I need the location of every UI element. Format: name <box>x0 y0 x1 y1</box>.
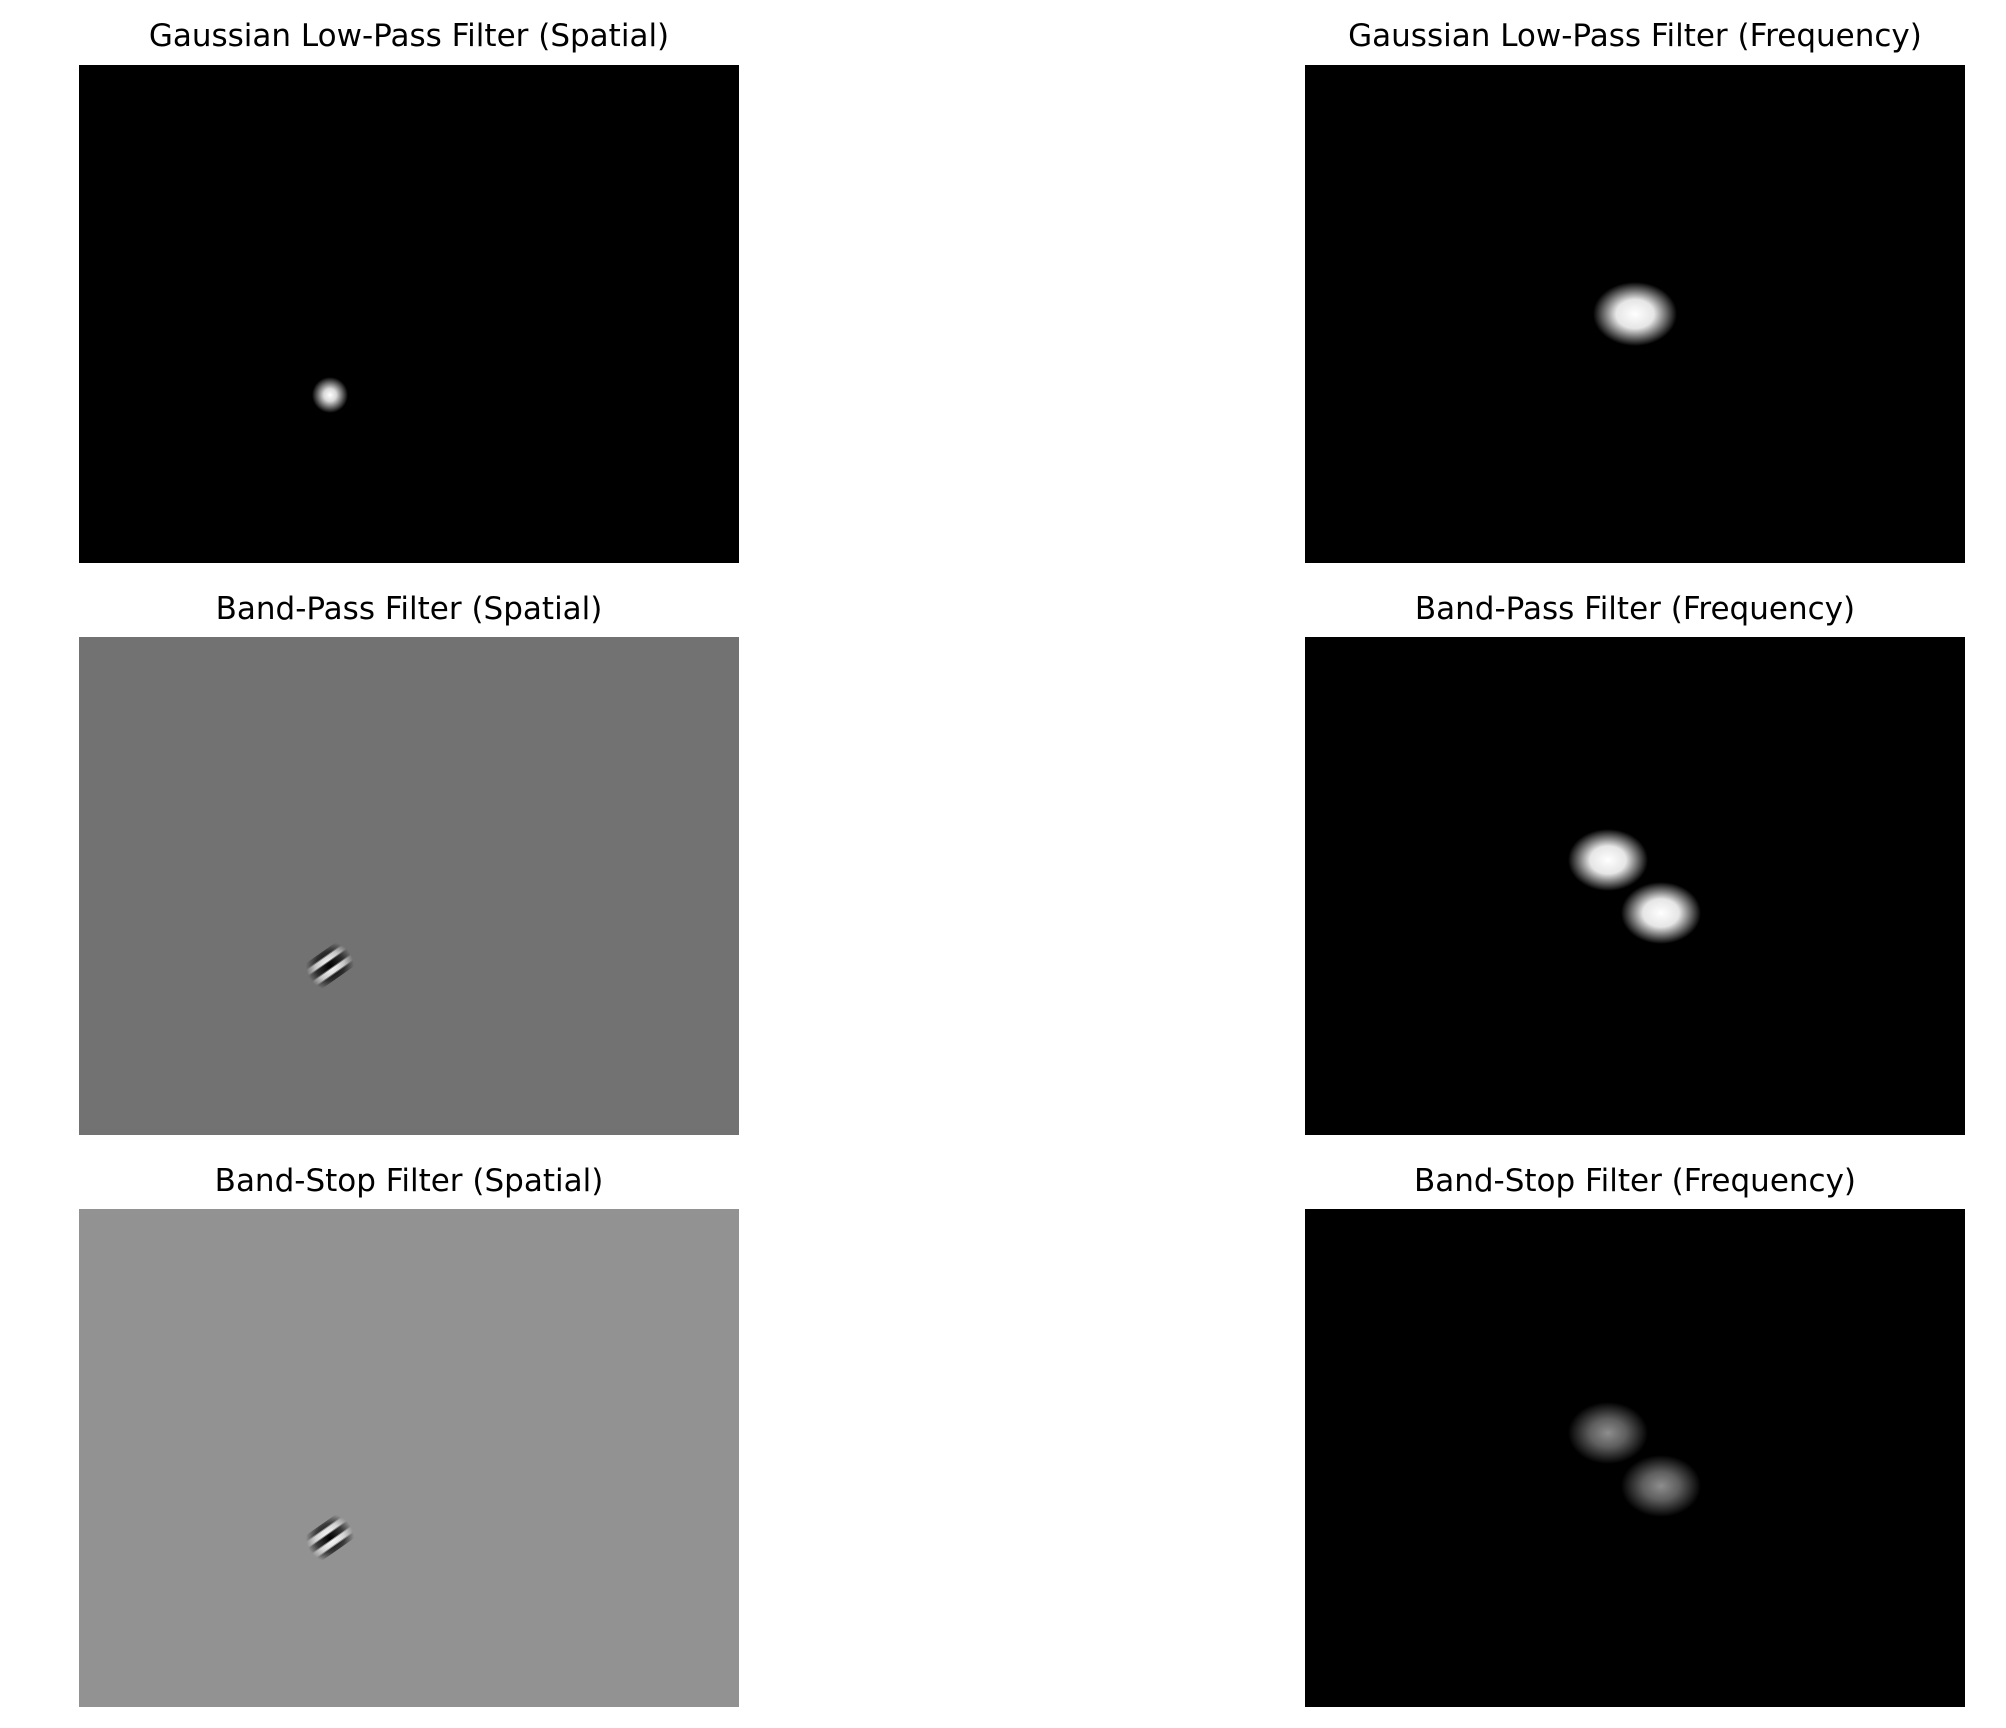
panel-title-bandpass-spatial: Band-Pass Filter (Spatial) <box>79 589 739 629</box>
frequency-blob <box>1593 282 1677 346</box>
panel-title-lowpass-spatial: Gaussian Low-Pass Filter (Spatial) <box>79 16 739 56</box>
frequency-blob-2 <box>1621 1455 1701 1517</box>
frequency-blob-1 <box>1568 829 1648 891</box>
image-lowpass-spatial <box>79 65 739 563</box>
panel-background <box>1305 637 1965 1135</box>
image-bandstop-frequency <box>1305 1209 1965 1707</box>
panel-title-bandpass-frequency: Band-Pass Filter (Frequency) <box>1305 589 1965 629</box>
image-bandstop-spatial <box>79 1209 739 1707</box>
image-lowpass-frequency <box>1305 65 1965 563</box>
panel-title-bandstop-frequency: Band-Stop Filter (Frequency) <box>1305 1161 1965 1201</box>
image-bandpass-spatial <box>79 637 739 1135</box>
frequency-blob-1 <box>1568 1402 1648 1464</box>
panel-title-bandstop-spatial: Band-Stop Filter (Spatial) <box>79 1161 739 1201</box>
image-bandpass-frequency <box>1305 637 1965 1135</box>
gaussian-blob <box>312 377 348 413</box>
panel-background <box>79 65 739 563</box>
panel-background <box>1305 1209 1965 1707</box>
panel-background <box>79 637 739 1135</box>
panel-title-lowpass-frequency: Gaussian Low-Pass Filter (Frequency) <box>1305 16 1965 56</box>
panel-background <box>79 1209 739 1707</box>
frequency-blob-2 <box>1621 882 1701 944</box>
